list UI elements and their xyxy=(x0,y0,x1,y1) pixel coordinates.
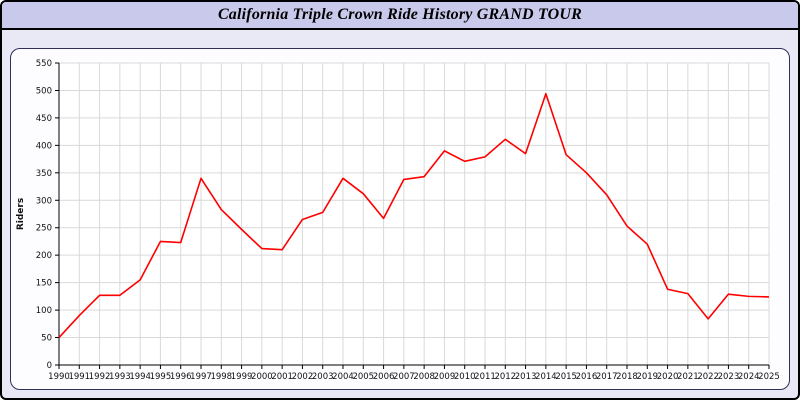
svg-text:2001: 2001 xyxy=(271,372,293,382)
svg-text:1995: 1995 xyxy=(150,372,172,382)
svg-text:1991: 1991 xyxy=(68,372,90,382)
svg-text:2025: 2025 xyxy=(758,372,780,382)
svg-text:550: 550 xyxy=(36,59,52,69)
svg-text:2018: 2018 xyxy=(616,372,638,382)
svg-text:150: 150 xyxy=(36,279,52,289)
svg-text:1996: 1996 xyxy=(170,372,192,382)
chart-title-bar: California Triple Crown Ride History GRA… xyxy=(2,2,798,30)
svg-text:2015: 2015 xyxy=(555,372,577,382)
svg-text:1990: 1990 xyxy=(48,372,70,382)
svg-text:2000: 2000 xyxy=(251,372,273,382)
y-axis-label: Riders xyxy=(16,198,26,230)
svg-text:2009: 2009 xyxy=(434,372,456,382)
svg-text:50: 50 xyxy=(41,334,52,344)
ride-history-line-chart: 0501001502002503003504004505005501990199… xyxy=(16,59,780,382)
svg-text:2020: 2020 xyxy=(657,372,679,382)
svg-text:1993: 1993 xyxy=(109,372,131,382)
svg-text:2010: 2010 xyxy=(454,372,476,382)
svg-text:2005: 2005 xyxy=(352,372,374,382)
svg-text:2013: 2013 xyxy=(515,372,537,382)
svg-text:2002: 2002 xyxy=(292,372,314,382)
svg-text:300: 300 xyxy=(36,196,52,206)
svg-text:450: 450 xyxy=(36,114,52,124)
svg-text:2021: 2021 xyxy=(677,372,699,382)
svg-text:2008: 2008 xyxy=(413,372,435,382)
svg-text:500: 500 xyxy=(36,86,52,96)
svg-text:2014: 2014 xyxy=(535,372,557,382)
svg-text:1994: 1994 xyxy=(129,372,151,382)
svg-text:350: 350 xyxy=(36,169,52,179)
svg-text:200: 200 xyxy=(36,251,52,261)
svg-text:2023: 2023 xyxy=(718,372,740,382)
svg-text:2016: 2016 xyxy=(576,372,598,382)
svg-text:400: 400 xyxy=(36,141,52,151)
svg-text:1999: 1999 xyxy=(231,372,253,382)
svg-text:1997: 1997 xyxy=(190,372,212,382)
svg-text:2006: 2006 xyxy=(373,372,395,382)
chart-panel: 0 50 100 150 200 250 300 350 400 450 500 550 1990 199… xyxy=(10,48,790,390)
svg-text:2017: 2017 xyxy=(596,372,618,382)
svg-text:2024: 2024 xyxy=(738,372,760,382)
series-riders xyxy=(58,92,770,339)
chart-title: California Triple Crown Ride History GRA… xyxy=(217,6,583,23)
svg-text:2004: 2004 xyxy=(332,372,354,382)
svg-text:2003: 2003 xyxy=(312,372,334,382)
svg-text:0: 0 xyxy=(47,361,52,371)
svg-text:1998: 1998 xyxy=(210,372,232,382)
svg-text:2007: 2007 xyxy=(393,372,415,382)
svg-text:250: 250 xyxy=(36,224,52,234)
svg-text:2012: 2012 xyxy=(494,372,516,382)
svg-text:1992: 1992 xyxy=(89,372,111,382)
svg-text:2019: 2019 xyxy=(636,372,658,382)
svg-text:100: 100 xyxy=(36,306,52,316)
svg-text:2022: 2022 xyxy=(697,372,719,382)
svg-text:2011: 2011 xyxy=(474,372,496,382)
plot-area xyxy=(59,63,769,365)
